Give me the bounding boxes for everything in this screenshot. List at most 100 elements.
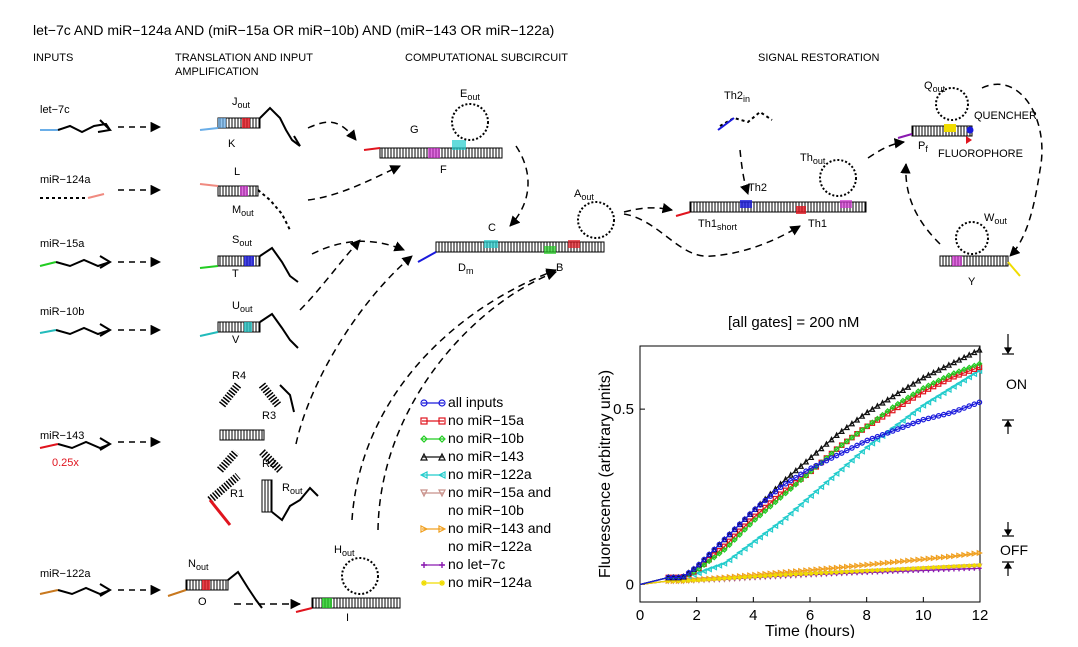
data-point [915, 377, 922, 384]
data-point [956, 564, 962, 569]
data-point [874, 415, 881, 422]
legend-label: no miR−122a [448, 466, 532, 482]
data-point [966, 551, 973, 558]
data-point [772, 499, 779, 506]
legend-swatch [421, 580, 445, 587]
label-H: Hout [334, 544, 355, 559]
data-point [955, 380, 962, 387]
data-point [849, 563, 856, 570]
gate-Th2-in [717, 110, 773, 131]
data-point [899, 417, 906, 424]
data-point [971, 550, 978, 557]
data-point [961, 370, 967, 376]
data-point [971, 348, 978, 356]
data-point [833, 431, 840, 438]
data-point [716, 541, 723, 548]
input-arrows [118, 121, 162, 596]
data-point [782, 487, 789, 494]
data-point [808, 571, 814, 576]
label-M: Mout [232, 204, 254, 219]
data-point [925, 555, 932, 562]
data-point [813, 449, 820, 456]
data-point [869, 419, 876, 426]
y-tick-label: 0 [626, 576, 634, 593]
y-axis-label: Fluorescence (arbitrary units) [597, 370, 614, 578]
label-N: Nout [188, 558, 209, 573]
data-point [777, 494, 784, 501]
label-Th1short: Th1short [698, 218, 737, 233]
data-point [961, 563, 967, 569]
data-point [670, 574, 677, 581]
data-point [823, 565, 830, 572]
legend-label: no miR−10b [448, 430, 524, 446]
data-point [736, 521, 743, 528]
data-point [747, 518, 753, 525]
data-point [747, 574, 753, 580]
data-point [914, 406, 922, 413]
data-point [829, 570, 834, 575]
data-point [910, 391, 917, 398]
legend-label: no miR−15a and [448, 484, 552, 500]
label-I: I [346, 612, 350, 624]
data-point [812, 488, 820, 495]
data-point [889, 425, 896, 432]
data-point [736, 528, 743, 535]
x-tick-label: 10 [915, 607, 932, 624]
legend-swatch [420, 452, 446, 461]
legend-entry: no miR−10b [420, 430, 524, 447]
data-point [696, 561, 702, 568]
data-point [889, 404, 896, 411]
series-line [639, 369, 981, 586]
data-point [720, 560, 728, 567]
data-point [946, 553, 953, 560]
data-point [818, 444, 825, 452]
data-point [808, 465, 814, 471]
data-point [808, 566, 815, 574]
data-point [768, 573, 773, 578]
data-point [853, 416, 861, 423]
data-point [849, 569, 855, 574]
data-point [976, 360, 983, 367]
header-computational: COMPUTATIONAL SUBCIRCUIT [405, 52, 568, 64]
data-point [710, 564, 718, 571]
data-point [910, 557, 917, 564]
input-strand-mir122a [39, 583, 112, 597]
input-label-mir10b: miR−10b [40, 306, 85, 318]
data-point [874, 560, 881, 567]
label-R1: R1 [230, 488, 245, 500]
data-point [870, 568, 875, 573]
y-tick-label: 0.5 [613, 401, 634, 418]
data-point [900, 566, 906, 572]
input-label-mir143: miR−143 [40, 430, 85, 442]
data-point [813, 462, 820, 469]
input-note-mir143: 0.25x [52, 457, 79, 469]
data-point [736, 549, 743, 556]
on-label: ON [1006, 376, 1027, 392]
data-point [884, 408, 891, 415]
label-U: Uout [232, 300, 253, 315]
x-tick-label: 0 [636, 607, 644, 624]
data-point [788, 572, 793, 577]
data-point [813, 566, 820, 573]
data-point [936, 565, 941, 570]
data-point [854, 569, 860, 574]
data-point [945, 386, 952, 394]
data-point [787, 471, 794, 478]
data-point [971, 401, 978, 408]
label-P: Pf [918, 140, 928, 155]
label-Rout: Rout [282, 482, 303, 497]
data-point [680, 573, 687, 580]
data-point [822, 479, 830, 486]
data-point [777, 480, 784, 487]
data-point [920, 385, 927, 392]
data-point [869, 405, 876, 412]
data-point [951, 408, 957, 415]
data-point [787, 477, 794, 484]
data-point [848, 457, 855, 464]
data-point [742, 516, 748, 523]
data-point [894, 421, 901, 428]
legend-swatch [420, 489, 446, 498]
data-point [940, 374, 947, 382]
data-point [715, 562, 723, 569]
data-point [931, 565, 936, 570]
